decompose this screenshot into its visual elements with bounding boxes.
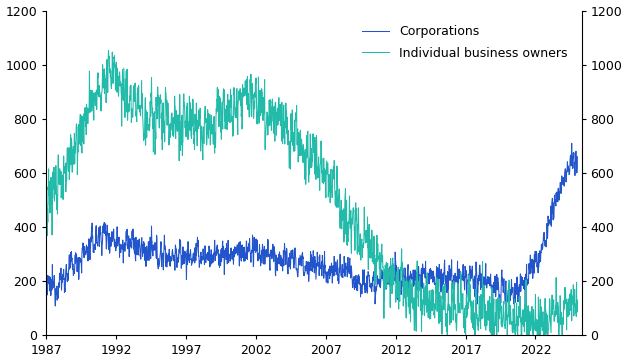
Individual business owners bbox=[521, 307, 528, 312]
Corporations bbox=[286, 251, 293, 255]
Corporations bbox=[520, 280, 528, 285]
Corporations bbox=[296, 259, 303, 264]
Corporations bbox=[573, 154, 581, 159]
Individual business owners bbox=[286, 163, 294, 167]
Individual business owners bbox=[347, 227, 354, 231]
Individual business owners bbox=[362, 241, 369, 245]
Corporations bbox=[346, 263, 354, 268]
Line: Individual business owners: Individual business owners bbox=[46, 50, 577, 335]
Individual business owners bbox=[443, 333, 451, 337]
Individual business owners bbox=[296, 136, 304, 141]
Corporations bbox=[362, 281, 369, 286]
Corporations bbox=[497, 305, 504, 309]
Line: Corporations: Corporations bbox=[46, 143, 577, 307]
Individual business owners bbox=[173, 127, 180, 132]
Individual business owners bbox=[573, 298, 581, 302]
Corporations bbox=[173, 250, 180, 254]
Corporations bbox=[43, 290, 50, 294]
Legend: Corporations, Individual business owners: Corporations, Individual business owners bbox=[357, 20, 573, 65]
Corporations bbox=[568, 141, 575, 146]
Individual business owners bbox=[105, 48, 112, 53]
Individual business owners bbox=[43, 200, 50, 205]
